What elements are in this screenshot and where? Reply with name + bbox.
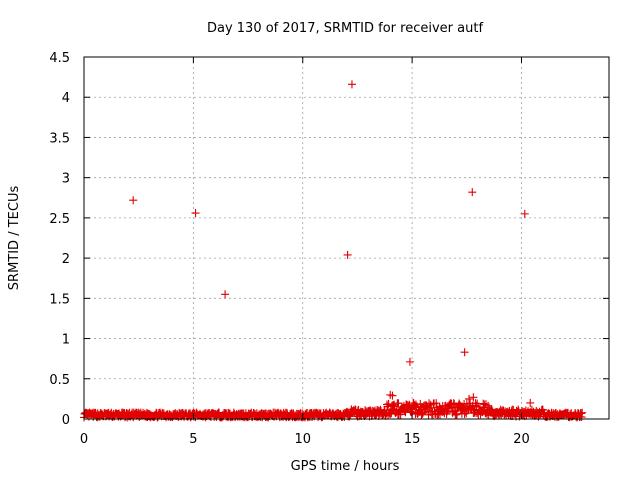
chart-title: Day 130 of 2017, SRMTID for receiver aut… xyxy=(207,21,483,36)
y-tick-label: 4.5 xyxy=(49,51,70,66)
x-tick-labels: 0 5 10 15 20 xyxy=(80,432,530,447)
data-point xyxy=(410,401,419,410)
data-point xyxy=(384,399,393,408)
y-tick-label: 4 xyxy=(62,91,70,106)
data-point xyxy=(221,290,230,299)
data-point xyxy=(526,398,535,407)
y-tick-labels: 0 0.5 1 1.5 2 2.5 3 3.5 4 4.5 xyxy=(49,51,70,428)
data-point xyxy=(394,399,403,408)
y-tick-label: 0.5 xyxy=(49,373,70,388)
grid xyxy=(84,57,609,419)
data-point xyxy=(386,390,395,399)
data-point xyxy=(388,391,397,400)
data-point xyxy=(191,209,200,218)
data-point xyxy=(343,250,352,259)
data-point xyxy=(465,394,473,403)
data-point xyxy=(578,408,587,417)
data-points xyxy=(80,80,587,422)
x-axis-label: GPS time / hours xyxy=(291,459,400,474)
data-point xyxy=(469,393,478,402)
data-point xyxy=(129,196,138,205)
y-tick-label: 2 xyxy=(62,252,70,267)
data-point xyxy=(484,401,493,410)
y-tick-label: 2.5 xyxy=(49,212,70,227)
x-tick-label: 15 xyxy=(404,432,421,447)
plot-frame xyxy=(83,56,610,420)
data-point xyxy=(460,348,469,357)
data-point xyxy=(417,410,426,419)
x-tick-label: 10 xyxy=(294,432,311,447)
axis-ticks xyxy=(83,56,609,420)
data-point xyxy=(405,357,414,366)
data-point xyxy=(468,188,477,197)
y-tick-label: 3 xyxy=(62,172,70,187)
x-tick-label: 5 xyxy=(189,432,197,447)
y-tick-label: 0 xyxy=(62,413,70,428)
y-tick-label: 3.5 xyxy=(49,131,70,146)
y-tick-label: 1 xyxy=(62,333,70,348)
y-axis-label: SRMTID / TECUs xyxy=(7,186,22,291)
data-point xyxy=(520,209,529,218)
x-tick-label: 20 xyxy=(513,432,530,447)
x-tick-label: 0 xyxy=(80,432,88,447)
y-tick-label: 1.5 xyxy=(49,292,70,307)
data-point xyxy=(347,80,356,89)
